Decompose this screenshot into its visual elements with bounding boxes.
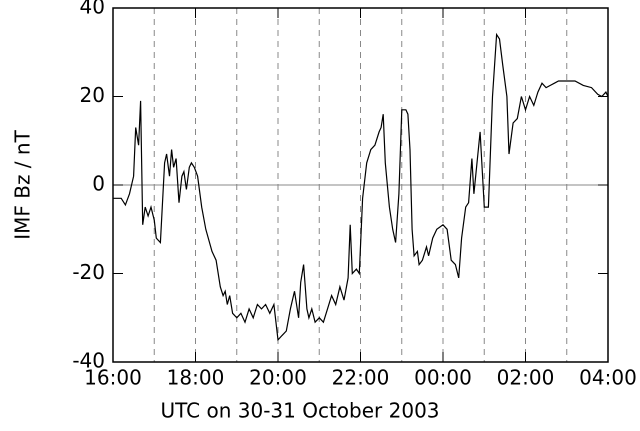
x-axis-label: UTC on 30-31 October 2003 [160, 399, 439, 423]
x-tick-label: 22:00 [332, 366, 390, 390]
data-line [113, 32, 609, 342]
y-tick-label: -40 [72, 349, 105, 373]
y-tick-label: 0 [92, 172, 105, 196]
x-tick-label: 04:00 [579, 366, 637, 390]
x-tick-label: 02:00 [497, 366, 555, 390]
y-tick-label: -20 [72, 260, 105, 284]
x-tick-label: 20:00 [249, 366, 307, 390]
x-tick-label: 16:00 [84, 366, 142, 390]
x-tick-label: 18:00 [167, 366, 225, 390]
y-axis-label: IMF Bz / nT [11, 129, 35, 239]
y-tick-label: 20 [80, 83, 105, 107]
plot-frame [112, 7, 609, 363]
x-tick-label: 00:00 [414, 366, 472, 390]
y-tick-label: 40 [80, 0, 105, 19]
